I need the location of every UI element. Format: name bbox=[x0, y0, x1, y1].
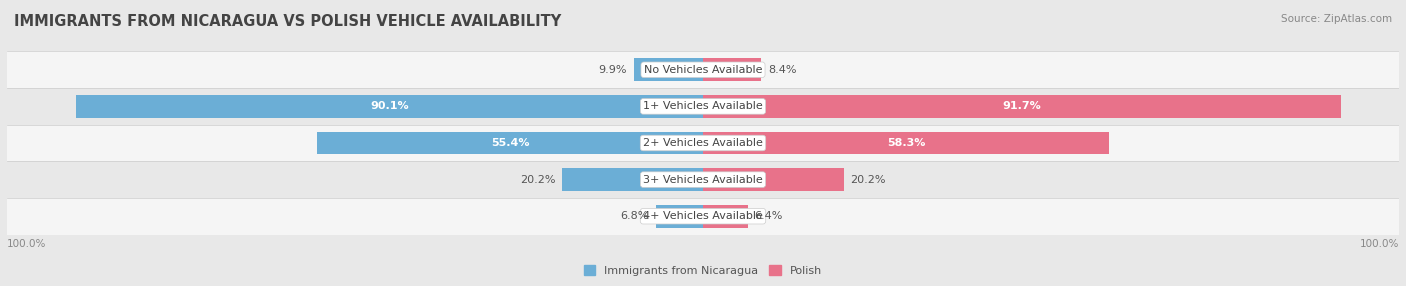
Text: 100.0%: 100.0% bbox=[7, 239, 46, 249]
Text: 55.4%: 55.4% bbox=[491, 138, 530, 148]
Text: 20.2%: 20.2% bbox=[520, 175, 555, 184]
Bar bbox=[7, 161, 1399, 198]
Bar bbox=[7, 125, 1399, 161]
Bar bbox=[703, 205, 748, 228]
Text: 90.1%: 90.1% bbox=[370, 102, 409, 111]
Text: 6.8%: 6.8% bbox=[620, 211, 648, 221]
Text: 8.4%: 8.4% bbox=[769, 65, 797, 75]
Bar bbox=[703, 58, 762, 81]
Text: No Vehicles Available: No Vehicles Available bbox=[644, 65, 762, 75]
Bar bbox=[7, 51, 1399, 88]
Text: 3+ Vehicles Available: 3+ Vehicles Available bbox=[643, 175, 763, 184]
Text: 20.2%: 20.2% bbox=[851, 175, 886, 184]
Text: 100.0%: 100.0% bbox=[1360, 239, 1399, 249]
Text: 1+ Vehicles Available: 1+ Vehicles Available bbox=[643, 102, 763, 111]
Bar bbox=[76, 95, 703, 118]
Text: 58.3%: 58.3% bbox=[887, 138, 925, 148]
Text: Source: ZipAtlas.com: Source: ZipAtlas.com bbox=[1281, 14, 1392, 24]
Bar bbox=[7, 88, 1399, 125]
Bar bbox=[634, 58, 703, 81]
Text: 91.7%: 91.7% bbox=[1002, 102, 1042, 111]
Text: IMMIGRANTS FROM NICARAGUA VS POLISH VEHICLE AVAILABILITY: IMMIGRANTS FROM NICARAGUA VS POLISH VEHI… bbox=[14, 14, 561, 29]
Bar bbox=[655, 205, 703, 228]
Text: 4+ Vehicles Available: 4+ Vehicles Available bbox=[643, 211, 763, 221]
Bar bbox=[703, 168, 844, 191]
Bar bbox=[562, 168, 703, 191]
Bar bbox=[703, 132, 1109, 154]
Text: 9.9%: 9.9% bbox=[599, 65, 627, 75]
Legend: Immigrants from Nicaragua, Polish: Immigrants from Nicaragua, Polish bbox=[579, 261, 827, 280]
Bar bbox=[318, 132, 703, 154]
Bar bbox=[703, 95, 1341, 118]
Bar bbox=[7, 198, 1399, 235]
Text: 6.4%: 6.4% bbox=[755, 211, 783, 221]
Text: 2+ Vehicles Available: 2+ Vehicles Available bbox=[643, 138, 763, 148]
